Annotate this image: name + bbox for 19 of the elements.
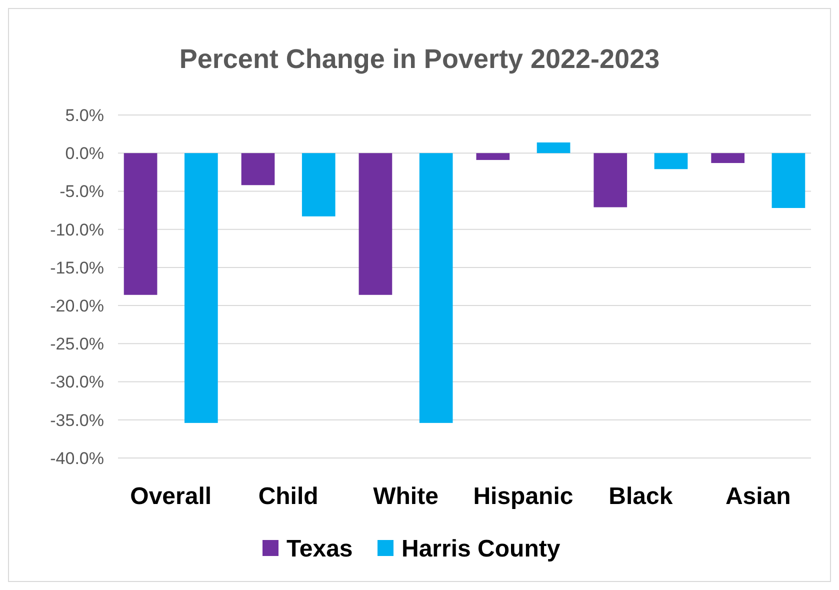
x-tick-label: Child: [258, 483, 318, 510]
y-tick-label: -5.0%: [60, 182, 104, 202]
x-tick-label: Black: [608, 483, 674, 510]
y-tick-label: -25.0%: [50, 334, 104, 354]
x-tick-label: Hispanic: [473, 483, 574, 510]
y-tick-label: -30.0%: [50, 372, 104, 392]
legend-label: Texas: [286, 535, 353, 562]
x-tick-label: Asian: [725, 483, 791, 510]
chart-title: Percent Change in Poverty 2022-2023: [179, 44, 660, 74]
y-tick-label: -10.0%: [50, 220, 104, 240]
y-tick-label: -20.0%: [50, 296, 104, 316]
y-tick-label: 5.0%: [65, 106, 104, 125]
y-tick-label: -15.0%: [50, 258, 104, 278]
x-tick-label: Overall: [130, 483, 212, 510]
y-tick-label: -35.0%: [50, 410, 104, 430]
x-tick-label: White: [373, 483, 438, 510]
legend-label: Harris County: [402, 535, 561, 562]
y-tick-label: 0.0%: [65, 144, 104, 164]
y-tick-label: -40.0%: [50, 448, 104, 468]
